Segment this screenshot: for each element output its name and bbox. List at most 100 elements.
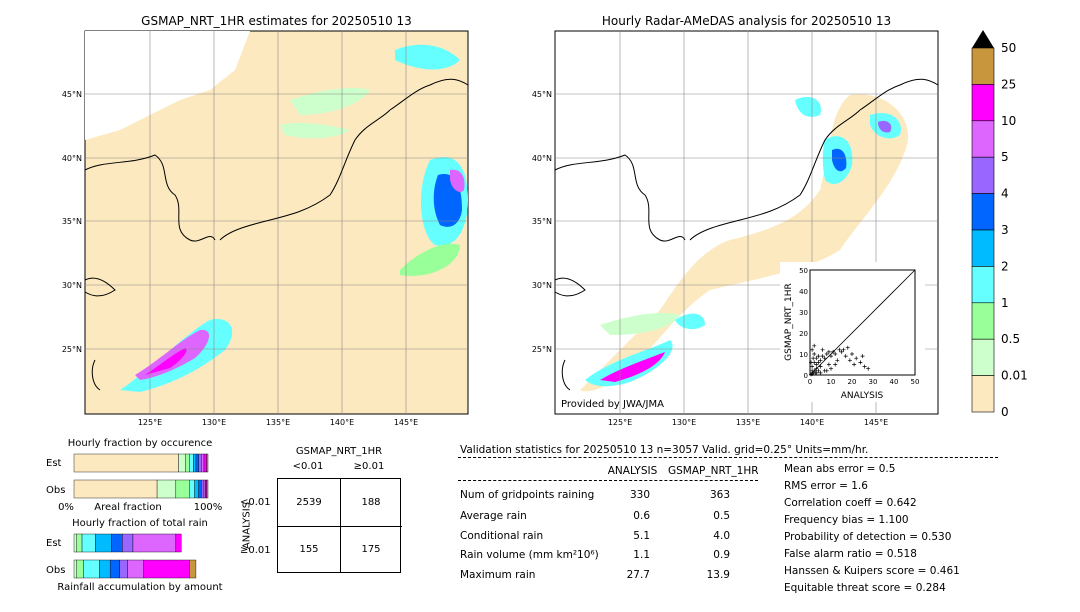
- validation-divider: [458, 457, 998, 458]
- contingency-row-label: <0.01: [240, 497, 271, 508]
- fraction-segment: [201, 453, 205, 473]
- validation-row-label: Rain volume (mm km²10⁶): [460, 549, 599, 561]
- fraction-segment: [95, 533, 112, 553]
- colorbar-label: 0.5: [1001, 332, 1020, 346]
- occurrence-cat: Obs: [46, 485, 65, 496]
- validation-row-label: Average rain: [460, 510, 527, 522]
- scatter-y-ticks: 0 10 20 30 40 50: [799, 267, 808, 380]
- left-grid: [85, 31, 468, 414]
- score-line: False alarm ratio = 0.518: [784, 548, 917, 560]
- right-rain: [585, 96, 901, 387]
- fraction-segment: [198, 479, 202, 499]
- scatter-point: [841, 347, 846, 352]
- scatter-y-tick: 40: [799, 288, 808, 296]
- left-lat-tick: 30°N: [62, 281, 82, 290]
- colorbar: 50 25 10 5 4 3 2 1 0.5 0.01 0: [971, 30, 1028, 419]
- scatter-y-tick: 30: [799, 309, 808, 317]
- contingency-title: GSMAP_NRT_1HR: [295, 446, 383, 457]
- fraction-segment: [122, 533, 134, 553]
- fraction-segment: [132, 533, 177, 553]
- totalrain-cat: Est: [46, 538, 62, 549]
- colorbar-labels: 50 25 10 5 4 3 2 1 0.5 0.01 0: [1001, 41, 1028, 419]
- left-lat-tick: 40°N: [62, 154, 82, 163]
- contingency-cell: 155: [278, 526, 341, 573]
- scatter-point: [818, 358, 823, 363]
- validation-row-gsmap: 363: [709, 489, 730, 501]
- right-lon-tick: 130°E: [672, 418, 696, 427]
- totalrain-title: Hourly fraction of total rain: [72, 518, 208, 529]
- fraction-segment: [205, 479, 207, 499]
- colorbar-arrow: [972, 30, 994, 48]
- occurrence-tick: 100%: [194, 502, 223, 513]
- left-lon-tick: 145°E: [394, 418, 418, 427]
- scatter-point: [843, 354, 848, 359]
- right-lat-tick: 25°N: [532, 345, 552, 354]
- right-lon-tick: 135°E: [736, 418, 760, 427]
- fraction-segment: [81, 533, 96, 553]
- scatter-point: [816, 360, 821, 365]
- occurrence-bars: [73, 453, 209, 499]
- occurrence-chart: Est Obs 0% Areal fraction 100%: [46, 453, 223, 513]
- scatter-point: [810, 347, 815, 352]
- scatter-point: [812, 352, 817, 356]
- colorbar-box: [971, 302, 995, 340]
- scatter-point: [839, 349, 844, 354]
- scatter-point: [852, 362, 857, 367]
- validation-row-analysis: 0.6: [633, 510, 650, 522]
- fraction-segment: [195, 453, 199, 473]
- scatter-point: [824, 352, 829, 356]
- fraction-segment: [189, 479, 195, 499]
- fraction-segment: [198, 453, 202, 473]
- fraction-segment: [201, 479, 205, 499]
- score-line: Correlation coeff = 0.642: [784, 497, 917, 509]
- colorbar-label: 2: [1001, 259, 1009, 273]
- fraction-segment: [189, 453, 194, 473]
- scatter-y-tick: 50: [799, 267, 808, 275]
- scatter-x-tick: 50: [911, 378, 920, 386]
- scatter-point: [826, 349, 831, 354]
- validation-row-analysis: 1.1: [633, 549, 650, 561]
- validation-row-label: Conditional rain: [460, 530, 544, 542]
- scatter-point: [809, 360, 814, 365]
- fraction-segment: [83, 559, 100, 579]
- contingency-cell: 188: [340, 479, 402, 527]
- validation-row-label: Maximum rain: [460, 569, 536, 581]
- left-lon-ticks: 125°E 130°E 135°E 140°E 145°E: [138, 418, 418, 427]
- fraction-segment: [175, 479, 190, 499]
- validation-subdivider: [458, 480, 758, 481]
- fraction-segment: [127, 559, 144, 579]
- scatter-point: [831, 349, 836, 354]
- colorbar-label: 25: [1001, 77, 1016, 91]
- scatter-point: [835, 358, 840, 363]
- left-lat-ticks: 45°N 40°N 35°N 30°N 25°N: [62, 90, 82, 354]
- left-lat-tick: 45°N: [62, 90, 82, 99]
- left-map-title: GSMAP_NRT_1HR estimates for 20250510 13: [141, 14, 412, 28]
- fraction-segment: [99, 559, 111, 579]
- contingency-row-label: ≥0.01: [240, 545, 271, 556]
- colorbar-label: 0: [1001, 405, 1009, 419]
- validation-row-analysis: 5.1: [633, 530, 650, 542]
- fraction-segment: [73, 453, 179, 473]
- left-lon-tick: 125°E: [138, 418, 162, 427]
- score-line: Mean abs error = 0.5: [784, 463, 896, 475]
- score-line: Probability of detection = 0.530: [784, 531, 952, 543]
- scatter-point: [810, 368, 815, 373]
- scatter-point: [829, 354, 833, 359]
- occurrence-xlabel: Areal fraction: [94, 502, 161, 513]
- scatter-point: [818, 364, 823, 369]
- colorbar-box: [971, 338, 995, 376]
- occurrence-tick: 0%: [58, 502, 74, 513]
- totalrain-bars: [73, 533, 197, 579]
- scatter-points: [809, 343, 871, 377]
- colorbar-label: 50: [1001, 41, 1016, 55]
- scatter-point: [837, 347, 842, 352]
- scatter-point: [833, 362, 838, 367]
- occurrence-cat: Est: [46, 458, 62, 469]
- right-lon-tick: 145°E: [864, 418, 888, 427]
- score-line: Equitable threat score = 0.284: [784, 582, 946, 594]
- colorbar-label: 10: [1001, 114, 1016, 128]
- scatter-point: [816, 354, 821, 359]
- scatter-point: [860, 354, 865, 359]
- scatter-point: [820, 354, 825, 359]
- validation-col-gsmap: GSMAP_NRT_1HR: [668, 465, 759, 477]
